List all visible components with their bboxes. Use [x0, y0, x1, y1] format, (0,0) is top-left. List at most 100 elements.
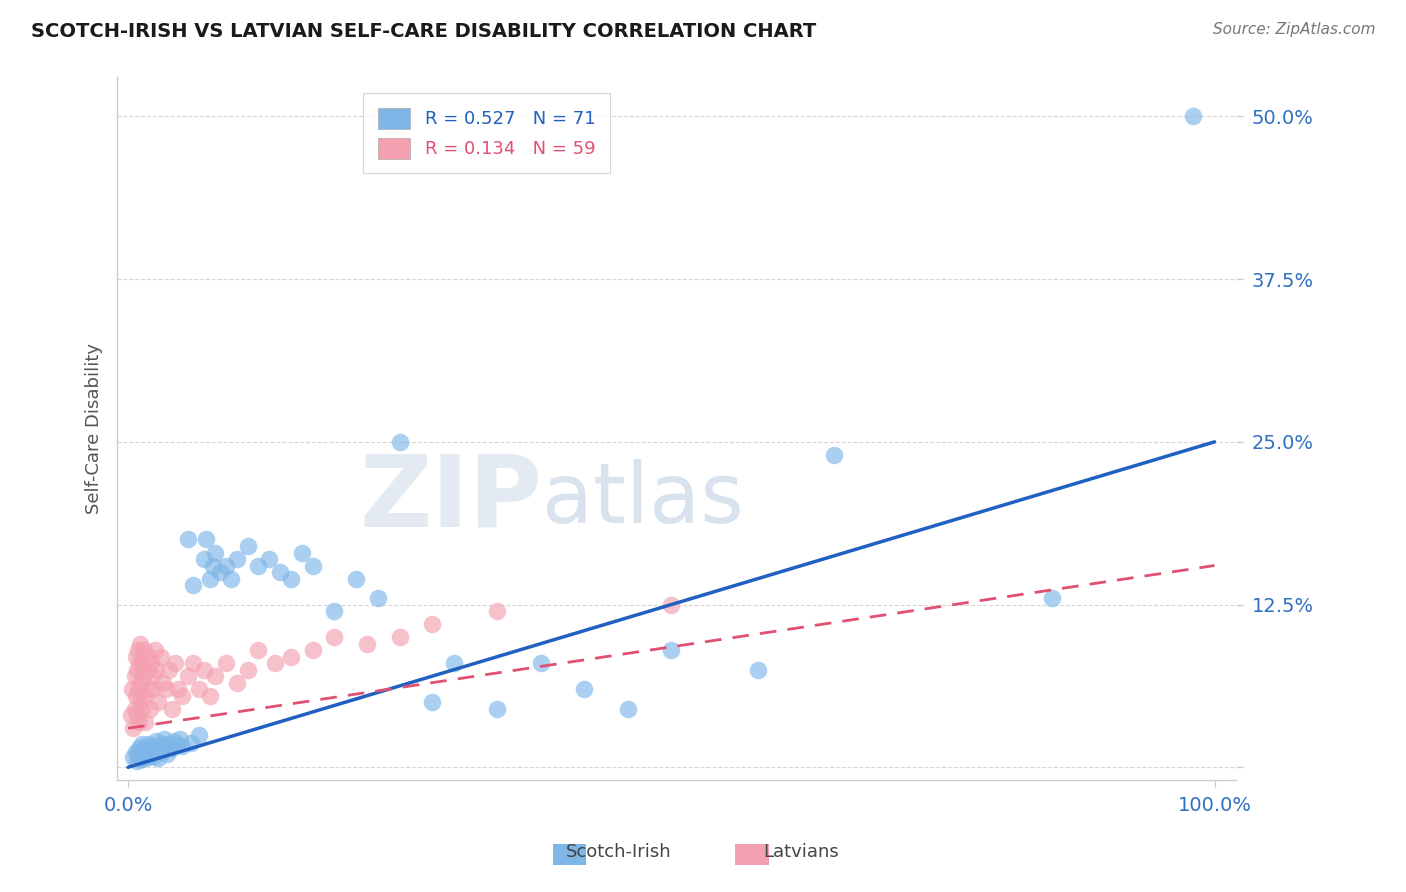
Point — [138, 749, 160, 764]
Point — [236, 539, 259, 553]
Point — [122, 749, 145, 764]
Point — [198, 572, 221, 586]
Point — [129, 749, 152, 764]
Point — [215, 656, 238, 670]
Point — [132, 669, 155, 683]
Point — [160, 702, 183, 716]
Point — [486, 604, 509, 618]
Point — [131, 737, 153, 751]
Point — [121, 682, 143, 697]
Point — [131, 656, 153, 670]
Point — [193, 552, 215, 566]
Text: Source: ZipAtlas.com: Source: ZipAtlas.com — [1212, 22, 1375, 37]
Point — [143, 643, 166, 657]
Point — [120, 708, 142, 723]
Point — [127, 682, 149, 697]
Point — [142, 669, 165, 683]
Point — [124, 745, 146, 759]
Point — [1181, 110, 1204, 124]
Point — [135, 663, 157, 677]
Point — [122, 721, 145, 735]
Point — [204, 545, 226, 559]
Point — [280, 649, 302, 664]
Point — [139, 702, 162, 716]
Point — [236, 663, 259, 677]
Legend: R = 0.527   N = 71, R = 0.134   N = 59: R = 0.527 N = 71, R = 0.134 N = 59 — [363, 94, 610, 173]
Point — [169, 731, 191, 746]
Point — [134, 714, 156, 729]
Point — [136, 746, 159, 760]
Point — [177, 533, 200, 547]
Point — [209, 565, 232, 579]
Point — [215, 558, 238, 573]
Point — [301, 643, 323, 657]
Point — [129, 695, 152, 709]
Point — [225, 552, 247, 566]
Point — [143, 748, 166, 763]
Point — [659, 598, 682, 612]
Point — [204, 669, 226, 683]
Point — [195, 533, 218, 547]
Text: Scotch-Irish: Scotch-Irish — [565, 843, 672, 861]
Point — [155, 682, 177, 697]
Point — [139, 656, 162, 670]
Point — [125, 754, 148, 768]
Point — [263, 656, 285, 670]
Point — [247, 558, 270, 573]
Point — [139, 743, 162, 757]
Point — [149, 649, 172, 664]
Point — [136, 737, 159, 751]
Point — [124, 689, 146, 703]
Point — [145, 734, 167, 748]
Point — [149, 737, 172, 751]
Point — [180, 735, 202, 749]
Point — [259, 552, 281, 566]
Point — [135, 740, 157, 755]
Point — [163, 656, 186, 670]
Point — [138, 649, 160, 664]
Point — [269, 565, 291, 579]
Point — [128, 747, 150, 762]
Point — [145, 663, 167, 677]
Point — [1040, 591, 1063, 605]
Point — [134, 748, 156, 763]
Point — [148, 695, 170, 709]
Point — [356, 637, 378, 651]
Point — [148, 751, 170, 765]
Point — [124, 669, 146, 683]
Point — [131, 752, 153, 766]
Point — [129, 675, 152, 690]
Point — [172, 689, 194, 703]
Point — [420, 695, 443, 709]
Point — [198, 689, 221, 703]
Point — [201, 558, 224, 573]
Point — [388, 630, 411, 644]
Point — [193, 663, 215, 677]
Text: Latvians: Latvians — [763, 843, 839, 861]
Point — [163, 734, 186, 748]
Point — [301, 558, 323, 573]
Point — [125, 663, 148, 677]
Point — [136, 682, 159, 697]
Point — [142, 745, 165, 759]
Point — [124, 702, 146, 716]
Point — [132, 747, 155, 762]
Point — [131, 702, 153, 716]
Point — [150, 745, 173, 759]
Text: SCOTCH-IRISH VS LATVIAN SELF-CARE DISABILITY CORRELATION CHART: SCOTCH-IRISH VS LATVIAN SELF-CARE DISABI… — [31, 22, 815, 41]
Point — [139, 747, 162, 762]
Point — [128, 714, 150, 729]
Point — [187, 728, 209, 742]
Point — [177, 669, 200, 683]
Point — [166, 738, 188, 752]
Text: ZIP: ZIP — [360, 450, 543, 548]
Point — [156, 747, 179, 762]
Point — [128, 740, 150, 755]
Point — [143, 740, 166, 755]
Point — [367, 591, 389, 605]
Point — [823, 448, 845, 462]
Point — [157, 663, 180, 677]
Point — [323, 630, 346, 644]
Point — [134, 689, 156, 703]
Point — [219, 572, 242, 586]
